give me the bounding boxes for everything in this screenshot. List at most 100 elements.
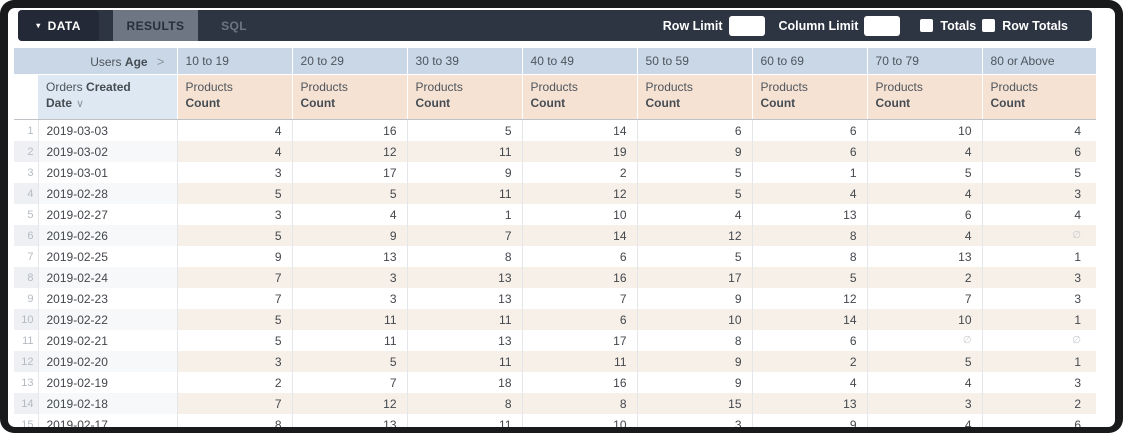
tab-results[interactable]: RESULTS (113, 10, 198, 41)
value-cell[interactable]: 3 (177, 162, 293, 183)
value-cell[interactable]: 4 (177, 119, 293, 141)
date-cell[interactable]: 2019-02-26 (38, 225, 178, 246)
value-cell[interactable]: 11 (407, 351, 523, 372)
value-cell[interactable]: 13 (292, 246, 408, 267)
pivot-value-header[interactable]: 60 to 69 (751, 48, 868, 75)
value-cell[interactable]: 8 (177, 414, 293, 427)
date-cell[interactable]: 2019-02-27 (38, 204, 178, 225)
value-cell[interactable]: 7 (177, 393, 293, 414)
value-cell[interactable]: 16 (522, 267, 638, 288)
value-cell[interactable]: 11 (407, 309, 523, 330)
measure-header[interactable]: Products Count (636, 74, 753, 120)
value-cell[interactable]: 4 (867, 372, 983, 393)
value-cell[interactable]: 4 (177, 141, 293, 162)
value-cell[interactable]: 7 (292, 372, 408, 393)
value-cell[interactable]: 2 (752, 351, 868, 372)
value-cell[interactable]: 2 (867, 267, 983, 288)
value-cell[interactable]: 8 (752, 246, 868, 267)
value-cell[interactable]: 2 (177, 372, 293, 393)
value-cell[interactable]: 8 (407, 246, 523, 267)
value-cell[interactable]: 17 (637, 267, 753, 288)
value-cell[interactable]: 9 (637, 351, 753, 372)
value-cell[interactable]: 4 (867, 414, 983, 427)
value-cell[interactable]: 4 (752, 372, 868, 393)
value-cell[interactable]: 14 (522, 225, 638, 246)
value-cell[interactable]: 8 (407, 393, 523, 414)
value-cell[interactable]: 6 (522, 246, 638, 267)
value-cell[interactable]: 10 (867, 119, 983, 141)
value-cell[interactable]: 3 (292, 267, 408, 288)
value-cell[interactable]: 9 (407, 162, 523, 183)
value-cell[interactable]: 6 (752, 141, 868, 162)
date-cell[interactable]: 2019-02-17 (38, 414, 178, 427)
value-cell[interactable]: 7 (867, 288, 983, 309)
date-cell[interactable]: 2019-03-02 (38, 141, 178, 162)
value-cell[interactable]: 6 (867, 204, 983, 225)
date-cell[interactable]: 2019-03-01 (38, 162, 178, 183)
date-cell[interactable]: 2019-02-22 (38, 309, 178, 330)
null-value-cell[interactable]: ∅ (982, 225, 1096, 246)
value-cell[interactable]: 11 (407, 183, 523, 204)
date-cell[interactable]: 2019-02-19 (38, 372, 178, 393)
measure-header[interactable]: Products Count (981, 74, 1096, 120)
pivot-value-header[interactable]: 50 to 59 (636, 48, 753, 75)
date-cell[interactable]: 2019-02-25 (38, 246, 178, 267)
tab-sql[interactable]: SQL (198, 10, 270, 41)
value-cell[interactable]: 5 (637, 162, 753, 183)
value-cell[interactable]: 5 (177, 183, 293, 204)
value-cell[interactable]: 3 (1074, 375, 1081, 390)
value-cell[interactable]: 12 (292, 141, 408, 162)
value-cell[interactable]: 16 (522, 372, 638, 393)
value-cell[interactable]: 6 (752, 119, 868, 141)
value-cell[interactable]: 3 (867, 393, 983, 414)
value-cell[interactable]: 3 (637, 414, 753, 427)
value-cell[interactable]: 5 (637, 183, 753, 204)
value-cell[interactable]: 4 (637, 204, 753, 225)
value-cell[interactable]: 1 (982, 309, 1096, 330)
pivot-field-header[interactable]: Users Age > (14, 48, 178, 75)
measure-header[interactable]: Products Count (291, 74, 408, 120)
value-cell[interactable]: 11 (407, 414, 523, 427)
value-cell[interactable]: 8 (637, 330, 753, 351)
value-cell[interactable]: 3 (177, 204, 293, 225)
value-cell[interactable]: 11 (292, 309, 408, 330)
date-cell[interactable]: 2019-02-23 (38, 288, 178, 309)
value-cell[interactable]: 12 (522, 183, 638, 204)
value-cell[interactable]: 5 (292, 183, 408, 204)
row-field-header[interactable]: Orders Created Date ∨ (38, 74, 178, 120)
column-limit-input[interactable] (864, 15, 901, 36)
pivot-value-header[interactable]: 20 to 29 (291, 48, 408, 75)
null-value-cell[interactable]: ∅ (1072, 335, 1081, 346)
value-cell[interactable]: 9 (177, 246, 293, 267)
value-cell[interactable]: 10 (867, 309, 983, 330)
pivot-value-header[interactable]: 30 to 39 (406, 48, 523, 75)
value-cell[interactable]: 6 (637, 119, 753, 141)
value-cell[interactable]: 6 (1074, 417, 1081, 428)
row-totals-checkbox[interactable] (982, 19, 996, 32)
value-cell[interactable]: 4 (867, 141, 983, 162)
value-cell[interactable]: 4 (292, 204, 408, 225)
value-cell[interactable]: 5 (407, 119, 523, 141)
value-cell[interactable]: 9 (292, 225, 408, 246)
value-cell[interactable]: 5 (752, 267, 868, 288)
value-cell[interactable]: 11 (407, 141, 523, 162)
value-cell[interactable]: 3 (292, 288, 408, 309)
value-cell[interactable]: 5 (177, 330, 293, 351)
value-cell[interactable]: 5 (177, 309, 293, 330)
value-cell[interactable]: 13 (752, 204, 868, 225)
value-cell[interactable]: 14 (522, 119, 638, 141)
value-cell[interactable]: 11 (522, 351, 638, 372)
value-cell[interactable]: 5 (867, 162, 983, 183)
value-cell[interactable]: 4 (1074, 207, 1081, 222)
value-cell[interactable]: 6 (982, 141, 1096, 162)
value-cell[interactable]: 17 (522, 330, 638, 351)
value-cell[interactable]: 1 (752, 162, 868, 183)
value-cell[interactable]: 5 (637, 246, 753, 267)
value-cell[interactable]: 15 (637, 393, 753, 414)
value-cell[interactable]: 2 (522, 162, 638, 183)
value-cell[interactable]: 5 (177, 225, 293, 246)
value-cell[interactable]: 8 (522, 393, 638, 414)
value-cell[interactable]: 4 (752, 183, 868, 204)
pivot-value-header[interactable]: 40 to 49 (521, 48, 638, 75)
measure-header[interactable]: Products Count (751, 74, 868, 120)
